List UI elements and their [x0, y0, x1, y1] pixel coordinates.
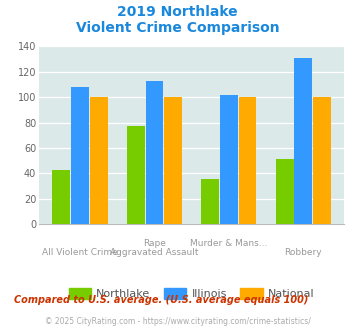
- Text: © 2025 CityRating.com - https://www.cityrating.com/crime-statistics/: © 2025 CityRating.com - https://www.city…: [45, 317, 310, 326]
- Bar: [127, 126, 145, 224]
- Text: Murder & Mans...: Murder & Mans...: [190, 239, 268, 248]
- Bar: [220, 95, 238, 224]
- Text: Rape: Rape: [143, 239, 166, 248]
- Legend: Northlake, Illinois, National: Northlake, Illinois, National: [64, 283, 319, 304]
- Bar: [53, 170, 70, 224]
- Text: All Violent Crime: All Violent Crime: [42, 248, 118, 256]
- Bar: [90, 97, 108, 224]
- Bar: [276, 159, 294, 224]
- Text: Compared to U.S. average. (U.S. average equals 100): Compared to U.S. average. (U.S. average …: [14, 295, 308, 305]
- Bar: [164, 97, 182, 224]
- Text: 2019 Northlake: 2019 Northlake: [117, 5, 238, 19]
- Bar: [313, 97, 331, 224]
- Bar: [71, 87, 89, 224]
- Text: Aggravated Assault: Aggravated Assault: [110, 248, 199, 256]
- Text: Robbery: Robbery: [285, 248, 322, 256]
- Text: Violent Crime Comparison: Violent Crime Comparison: [76, 21, 279, 35]
- Bar: [146, 81, 163, 224]
- Bar: [201, 179, 219, 224]
- Bar: [239, 97, 256, 224]
- Bar: [294, 58, 312, 224]
